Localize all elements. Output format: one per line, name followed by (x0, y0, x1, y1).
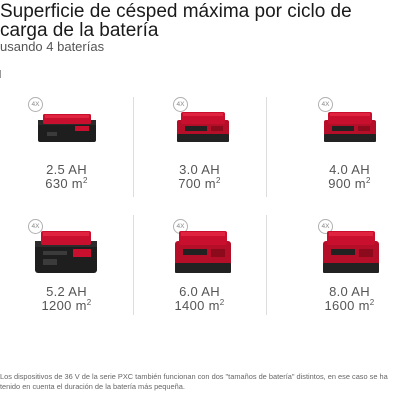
battery-capacity: 3.0 AH (179, 162, 220, 177)
page-title: Superficie de césped máxima por ciclo de… (0, 1, 352, 41)
lawn-area: 630 m2 (0, 177, 133, 191)
battery-pack-icon (175, 231, 231, 273)
battery-capacity: 2.5 AH (46, 162, 87, 177)
lawn-area: 700 m2 (133, 177, 266, 191)
battery-pack-icon (177, 112, 229, 142)
lawn-area: 1200 m2 (0, 299, 133, 313)
lawn-area: 900 m2 (283, 177, 400, 191)
lawn-area: 1600 m2 (283, 299, 400, 313)
quantity-badge: 4X (318, 97, 333, 112)
quantity-badge: 4X (28, 97, 43, 112)
column-divider (133, 97, 134, 197)
battery-pack-icon (324, 112, 376, 142)
lawn-area-value: 900 m (328, 176, 366, 191)
battery-capacity: 6.0 AH (179, 284, 220, 299)
square-unit: 2 (86, 298, 92, 307)
lawn-area-value: 1600 m (324, 298, 370, 313)
battery-card: 4X 4.0 AH 900 m2 (266, 97, 399, 217)
battery-card: 4X 6.0 AH 1400 m2 (133, 219, 266, 339)
battery-capacity: 8.0 AH (329, 284, 370, 299)
quantity-badge: 4X (28, 219, 43, 234)
battery-pack-icon (35, 231, 97, 273)
battery-pack-icon (38, 114, 96, 142)
battery-pack-icon (323, 231, 379, 273)
page-subtitle: usando 4 baterías (0, 39, 105, 54)
lawn-area: 1400 m2 (133, 299, 266, 313)
square-unit: 2 (365, 176, 371, 185)
square-unit: 2 (215, 176, 221, 185)
square-unit: 2 (82, 176, 88, 185)
lawn-area-value: 700 m (178, 176, 216, 191)
battery-card: 4X 5.2 AH 1200 m2 (0, 219, 133, 339)
lawn-area-value: 1200 m (41, 298, 87, 313)
column-divider (133, 215, 134, 315)
quantity-badge: 4X (173, 97, 188, 112)
lawn-area-value: 1400 m (174, 298, 220, 313)
battery-card: 4X 8.0 AH 1600 m2 (266, 219, 399, 339)
battery-capacity: 4.0 AH (329, 162, 370, 177)
battery-card: 4X 2.5 AH 630 m2 (0, 97, 133, 217)
column-divider (266, 215, 267, 315)
lawn-area-value: 630 m (45, 176, 83, 191)
square-unit: 2 (219, 298, 225, 307)
column-divider (266, 97, 267, 197)
battery-capacity: 5.2 AH (46, 284, 87, 299)
battery-card: 4X 3.0 AH 700 m2 (133, 97, 266, 217)
left-edge-tick (0, 70, 1, 78)
quantity-badge: 4X (318, 219, 333, 234)
footnote: Los dispositivos de 36 V de la serie PXC… (0, 372, 388, 391)
square-unit: 2 (369, 298, 375, 307)
